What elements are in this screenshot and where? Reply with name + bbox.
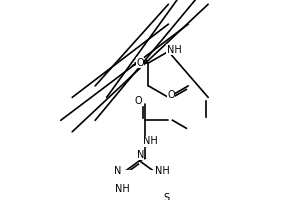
Text: NH: NH <box>155 166 170 176</box>
Text: O: O <box>135 96 142 106</box>
Text: NH: NH <box>115 184 130 194</box>
Text: N: N <box>115 166 122 176</box>
Text: O: O <box>167 90 175 100</box>
Text: S: S <box>163 193 169 200</box>
Text: NH: NH <box>167 45 182 55</box>
Text: NH: NH <box>143 136 158 146</box>
Text: O: O <box>136 58 144 68</box>
Text: N: N <box>136 150 144 160</box>
